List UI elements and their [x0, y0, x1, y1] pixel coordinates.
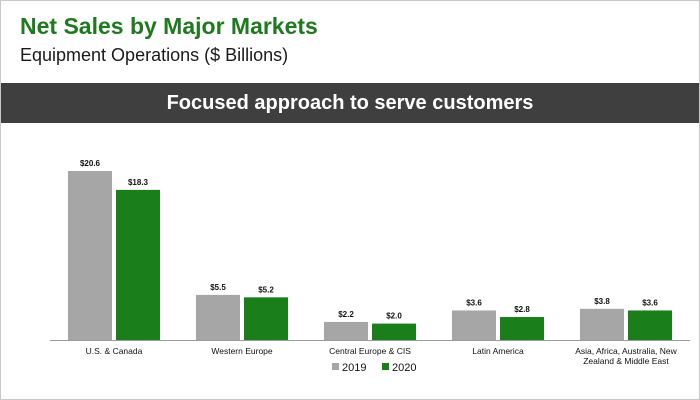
- legend-swatch-2020: [382, 363, 389, 370]
- category-label-0: U.S. & Canada: [86, 346, 143, 356]
- bar-2019-2: [324, 321, 368, 340]
- banner-text: Focused approach to serve customers: [166, 91, 534, 114]
- legend-label-2020: 2020: [392, 362, 416, 374]
- bar-2020-4: [628, 310, 672, 340]
- data-label-2020-0: $18.3: [128, 178, 149, 187]
- data-label-2019-0: $20.6: [80, 159, 101, 168]
- category-label-4: Asia, Africa, Australia, New: [575, 346, 677, 356]
- bar-2019-4: [580, 308, 624, 340]
- page-subtitle: Equipment Operations ($ Billions): [20, 45, 289, 65]
- data-label-2019-1: $5.5: [210, 283, 226, 292]
- bar-2020-0: [116, 189, 160, 340]
- banner: Focused approach to serve customers: [1, 83, 699, 123]
- category-label-2: Central Europe & CIS: [329, 346, 411, 356]
- category-label-1: Western Europe: [211, 346, 273, 356]
- bar-2020-1: [244, 297, 288, 340]
- bar-2019-0: [68, 171, 112, 340]
- legend-label-2019: 2019: [342, 362, 366, 374]
- legend-swatch-2019: [332, 363, 339, 370]
- page-title: Net Sales by Major Markets: [20, 13, 318, 39]
- data-label-2020-1: $5.2: [258, 285, 274, 294]
- bar-2019-3: [452, 310, 496, 340]
- data-label-2020-2: $2.0: [386, 312, 402, 321]
- data-label-2019-2: $2.2: [338, 310, 354, 319]
- data-label-2019-4: $3.8: [594, 297, 610, 306]
- data-label-2020-3: $2.8: [514, 305, 530, 314]
- bar-2019-1: [196, 294, 240, 340]
- category-label-4: Zealand & Middle East: [583, 356, 669, 366]
- category-label-3: Latin America: [472, 346, 524, 356]
- bar-2020-3: [500, 317, 544, 340]
- data-label-2020-4: $3.6: [642, 298, 658, 307]
- data-label-2019-3: $3.6: [466, 298, 482, 307]
- bar-2020-2: [372, 323, 416, 340]
